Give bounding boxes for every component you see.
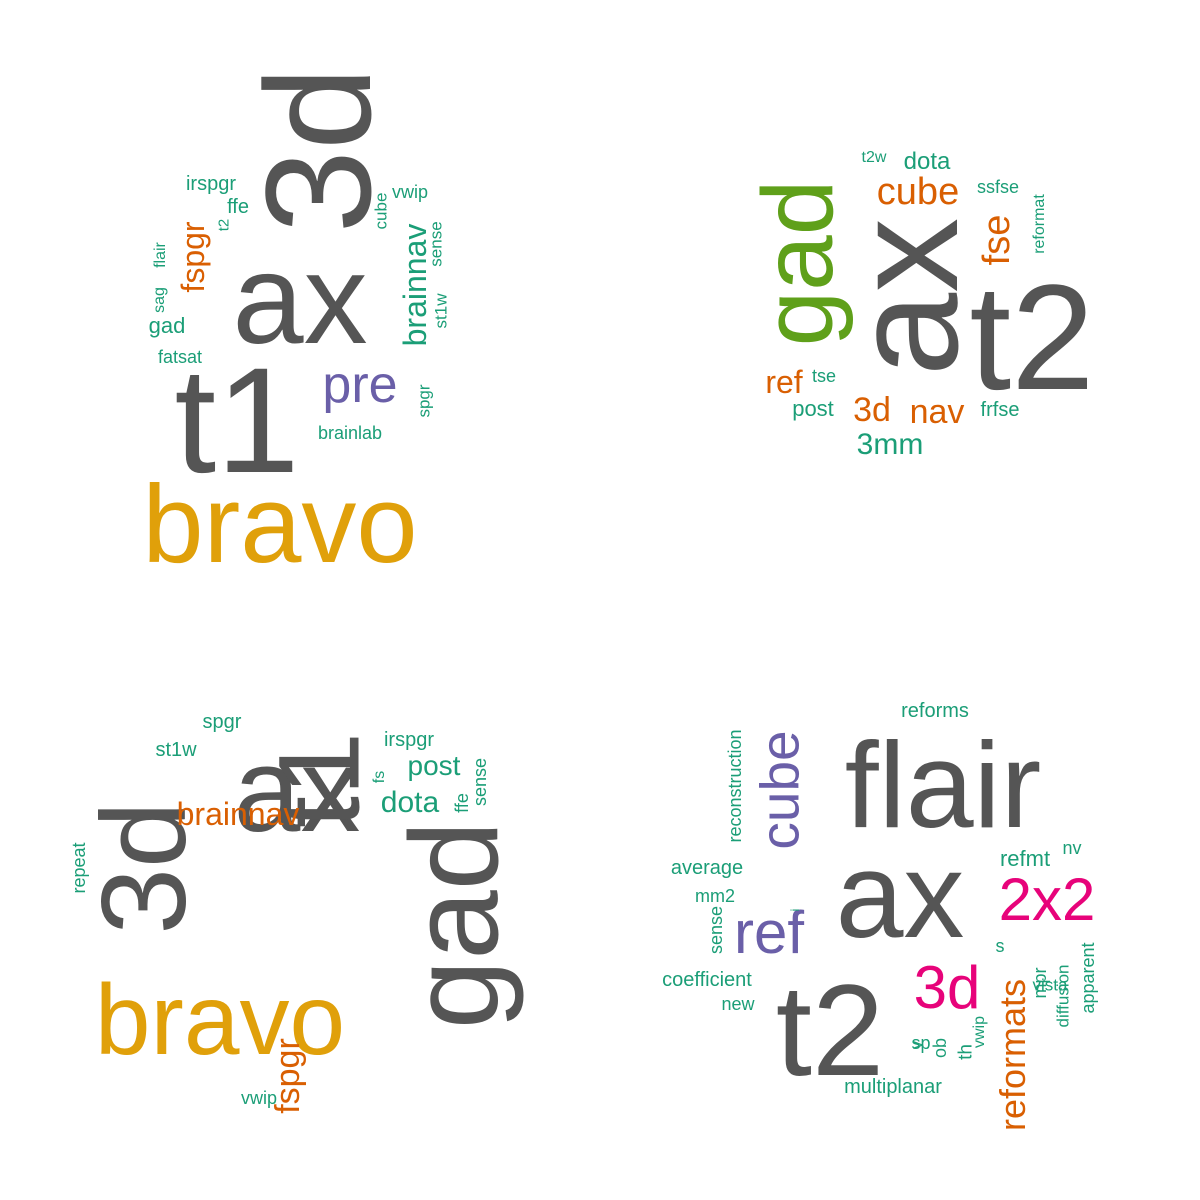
cloud-word: mm2 [695,886,735,906]
cloud-word: ffe [227,196,249,218]
cloud-word: brainlab [317,423,383,443]
cloud-word: st1w [155,739,197,761]
cloud-word: irspgr [185,173,237,195]
cloud-word: ref [765,364,803,400]
word-cloud-2: ax t2 gad cube fse ref 3d nav t2w dota ssfse reform… [600,0,1200,600]
cloud-word: 3d [234,66,402,234]
cloud-word: t2w [861,149,887,166]
cloud-word: sense [706,905,726,955]
cloud-word: t1 [174,336,300,504]
cloud-word: irspgr [383,729,435,751]
cloud-word: flair [844,717,1042,853]
cloud-word: gad [148,313,186,338]
cloud-word: sag [151,287,168,313]
cloud-word: ax [233,723,361,857]
cloud-word: nav [909,393,965,431]
cloud-word: t2 [969,253,1095,421]
cloud-word: 3mm [856,428,924,461]
cloud-word: ref [733,899,805,966]
cloud-word: reformats [992,978,1033,1132]
cloud-word: pre [322,356,398,414]
cloud-word: 2x2 [998,866,1096,933]
cloud-word: cube [371,192,391,230]
cloud-word: ax [232,228,368,371]
cloud-word: fatsat [157,347,203,367]
cloud-word: i [788,908,802,912]
cloud-word: reformat [1031,194,1048,254]
cloud-word: new [721,994,755,1014]
cloud-word: sense [470,757,490,807]
cloud-word: brainnav [176,796,300,832]
cloud-word: t2 [775,957,885,1103]
cloud-word: ob [930,1037,950,1059]
cloud-word: post [792,396,834,421]
cloud-word: cube [876,171,960,213]
cloud-word: gad [385,820,525,1030]
cloud-word: ssfse [976,177,1020,197]
cloud-word: diffusion [1053,964,1073,1028]
cloud-word: fs [371,770,388,784]
cloud-word: st1w [431,293,451,329]
cloud-word: vwip [240,1088,278,1108]
cloud-word: t2 [215,218,233,232]
cloud-word: post [407,750,461,781]
cloud-word: reconstruction [725,729,745,843]
cloud-word: ax [835,827,965,963]
word-cloud-1: ax 3d t1 bravo pre fspgr brainnav irspgr ffe t2 cu… [0,0,600,600]
cloud-word: average [670,857,744,879]
cloud-word: v [909,1041,926,1049]
cloud-word: tse [811,366,837,386]
cloud-word: bravo [142,463,418,586]
cloud-word: coefficient [662,969,752,991]
cloud-word: flair [152,242,169,268]
cloud-word: mpr [1030,967,1050,999]
cloud-word: refmt [999,846,1051,871]
cloud-word: dota [380,786,440,819]
cloud-word: apparent [1078,942,1098,1014]
cloud-word: sense [426,221,446,267]
word-cloud-3: ax 3d t1 gad bravo fspgr brainnav spgr st1w irspg… [0,600,600,1200]
cloud-word: vista [1032,975,1068,995]
cloud-word: dota [903,148,951,175]
cloud-word: cube [748,730,811,850]
cloud-word: reforms [901,700,969,722]
cloud-word: repeat [69,842,89,894]
cloud-word: s [995,936,1005,956]
cloud-word: vwip [391,182,429,202]
cloud-word: sp [911,1033,931,1053]
cloud-word: fse [976,214,1018,266]
cloud-word: frfse [980,399,1020,421]
cloud-word: multiplanar [844,1076,942,1098]
cloud-word: th [955,1044,977,1060]
cloud-word: gad [742,179,854,347]
cloud-word: nv [1062,838,1082,858]
cloud-word: fspgr [175,221,211,293]
cloud-word: ffe [452,793,472,813]
cloud-word: 3d [853,391,891,429]
cloud-word: bravo [94,964,346,1076]
word-cloud-4: flair ax t2 cube ref 2x2 3d reformats refmt nv ref… [600,600,1200,1200]
cloud-word: spgr [202,711,242,733]
cloud-word: 3d [913,954,981,1021]
cloud-word: spgr [414,384,434,418]
